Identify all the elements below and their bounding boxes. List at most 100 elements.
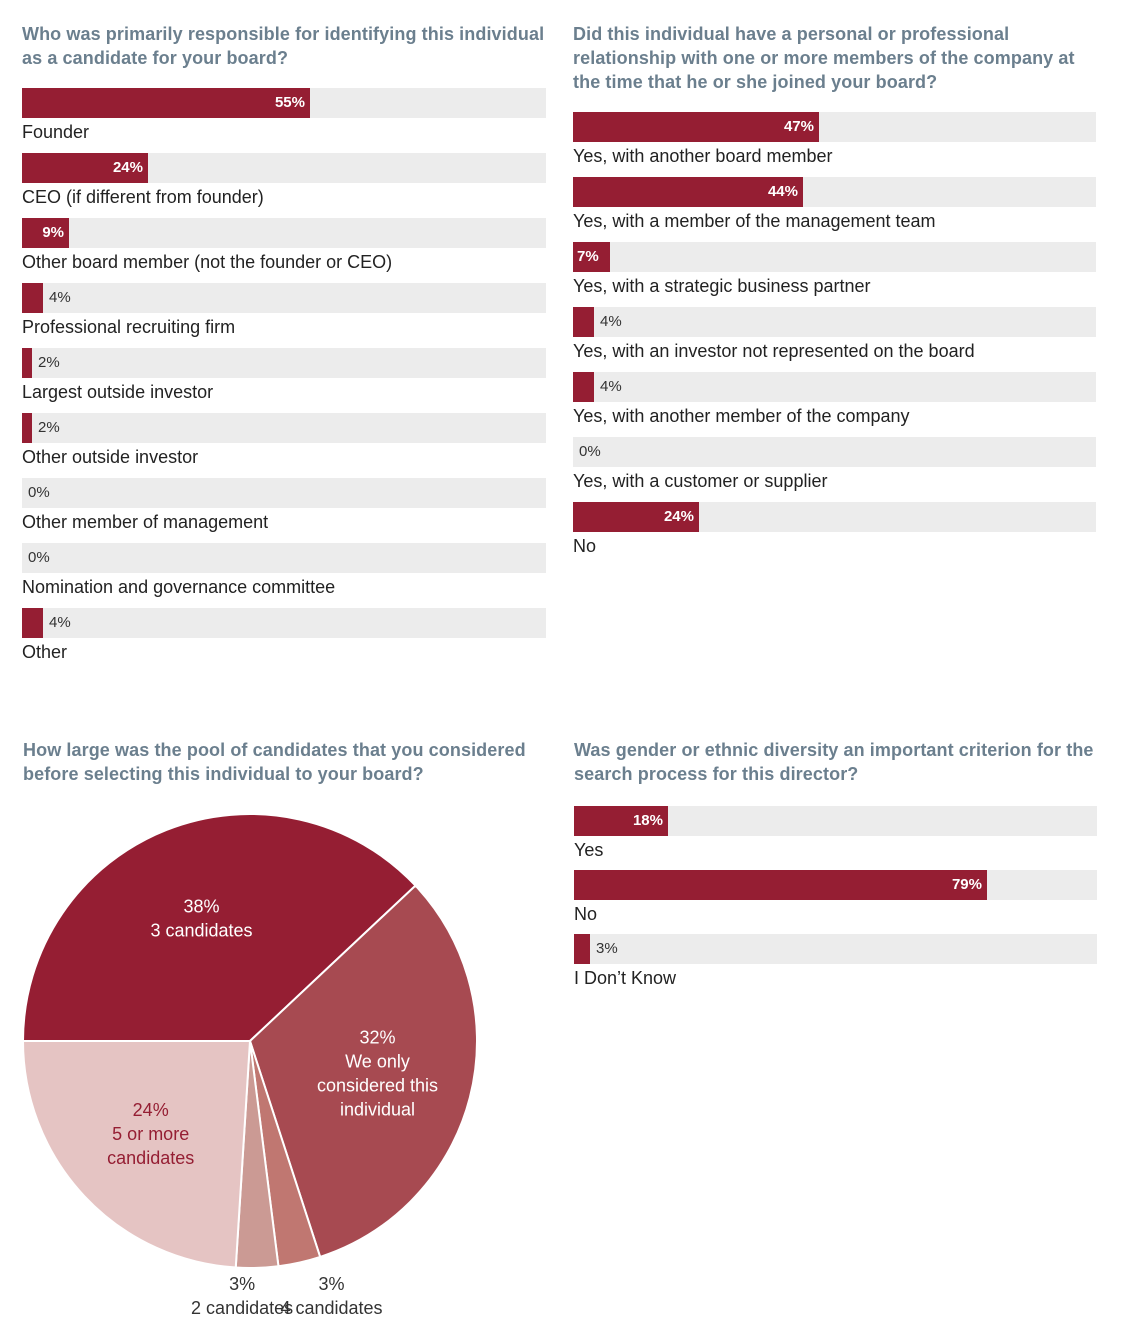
responsible-panel: Who was primarily responsible for identi… [22,22,546,678]
pool-pie-chart: 38% 3 candidates 32% We only considered this… [0,800,560,1334]
diversity-bar-row-i-don-t-know: 3% I Don’t Know [574,934,1097,999]
pie-category-label: candidates [107,1148,194,1168]
responsible-value-label: 2% [38,419,60,436]
responsible-bar-row-founder: 55% Founder [22,88,546,153]
relationship-bar-yes-with-another-member-of-the-company [573,372,594,402]
pool-panel: How large was the pool of candidates tha… [23,738,543,786]
relationship-bar-no [573,502,699,532]
relationship-value-label: 44% [767,183,798,200]
responsible-bar-ceo-if-different-from-founder [22,153,148,183]
relationship-value-label: 47% [783,118,814,135]
responsible-bar-other-outside-investor [22,413,32,443]
relationship-bar-yes-with-an-investor-not-represented-on-the-board [573,307,594,337]
relationship-bar-row-yes-with-a-member-of-the-management-team: 44% Yes, with a member of the management … [573,177,1096,242]
responsible-bar-row-professional-recruiting-firm: 4% Professional recruiting firm [22,283,546,348]
responsible-bar-row-ceo-if-different-from-founder: 24% CEO (if different from founder) [22,153,546,218]
relationship-bar-row-yes-with-another-member-of-the-company: 4% Yes, with another member of the compan… [573,372,1096,437]
pie-slice-3-candidates [21,812,417,1042]
responsible-value-label: 55% [274,94,305,111]
diversity-category-label: Yes [574,840,604,860]
diversity-value-label: 79% [951,876,982,893]
responsible-bar-largest-outside-investor [22,348,32,378]
relationship-value-label: 4% [600,378,622,395]
pie-slice-5-or-more-candidates [21,1040,252,1269]
relationship-category-label: Yes, with another board member [573,146,833,166]
pie-category-label: 2 candidates [191,1298,293,1318]
relationship-category-label: Yes, with another member of the company [573,406,910,426]
responsible-value-label: 9% [42,224,64,241]
pie-value-label: 3% [318,1274,344,1294]
relationship-bar-row-yes-with-an-investor-not-represented-on-the-board: 4% Yes, with an investor not represented … [573,307,1096,372]
responsible-category-label: Professional recruiting firm [22,317,236,337]
relationship-chart-title: Did this individual have a personal or p… [573,24,1075,92]
responsible-bar-row-other: 4% Other [22,608,546,673]
pie-category-label: 4 candidates [280,1298,382,1318]
diversity-bar-no [574,870,987,900]
relationship-bar-yes-with-a-member-of-the-management-team [573,177,803,207]
pie-category-label: considered this [317,1076,438,1096]
diversity-bar-chart: 18% Yes 79% No 3% I Don’t Know [574,806,1097,1006]
responsible-bar-track [22,283,546,313]
responsible-bar-track [22,413,546,443]
pie-value-label: 38% [183,897,219,917]
responsible-chart-title: Who was primarily responsible for identi… [22,24,545,68]
relationship-bar-chart: 47% Yes, with another board member 44% Yes,… [573,112,1096,572]
diversity-value-label: 3% [596,940,618,957]
responsible-bar-track [22,608,546,638]
diversity-bar-row-no: 79% No [574,870,1097,935]
responsible-bar-professional-recruiting-firm [22,283,43,313]
responsible-bar-founder [22,88,310,118]
responsible-category-label: Largest outside investor [22,382,214,402]
relationship-bar-track [573,242,1096,272]
relationship-value-label: 7% [577,248,599,265]
responsible-bar-row-other-outside-investor: 2% Other outside investor [22,413,546,478]
relationship-bar-row-yes-with-another-board-member: 47% Yes, with another board member [573,112,1096,177]
relationship-category-label: Yes, with a strategic business partner [573,276,871,296]
responsible-category-label: Founder [22,122,90,142]
pool-chart-title: How large was the pool of candidates tha… [23,740,526,784]
diversity-bar-i-don-t-know [574,934,590,964]
responsible-value-label: 0% [28,484,50,501]
pool-pie-svg: 38% 3 candidates 32% We only considered this… [21,812,478,1318]
responsible-value-label: 4% [49,614,71,631]
responsible-category-label: Other board member (not the founder or C… [22,252,393,272]
relationship-category-label: Yes, with an investor not represented on… [573,341,975,361]
responsible-bar-row-other-board-member-not-the-founder-or-ceo: 9% Other board member (not the founder or… [22,218,546,283]
responsible-category-label: Other member of management [22,512,269,532]
responsible-value-label: 0% [28,549,50,566]
responsible-bar-row-nomination-and-governance-committee: 0% Nomination and governance committee [22,543,546,608]
diversity-category-label: No [574,904,598,924]
relationship-bar-row-yes-with-a-strategic-business-partner: 7% Yes, with a strategic business partner [573,242,1096,307]
relationship-bar-track [573,437,1096,467]
pie-slice-we-only-considered-this-individual [248,884,478,1259]
diversity-panel: Was gender or ethnic diversity an import… [574,738,1097,1006]
responsible-bar-track [22,478,546,508]
responsible-category-label: Nomination and governance committee [22,577,336,597]
relationship-category-label: Yes, with a customer or supplier [573,471,828,491]
pie-value-label: 24% [133,1100,169,1120]
relationship-bar-yes-with-a-strategic-business-partner [573,242,610,272]
relationship-bar-row-no: 24% No [573,502,1096,567]
responsible-category-label: CEO (if different from founder) [22,187,264,207]
responsible-value-label: 4% [49,289,71,306]
relationship-value-label: 4% [600,313,622,330]
diversity-bar-row-yes: 18% Yes [574,806,1097,871]
pie-category-label: 5 or more [112,1124,189,1144]
responsible-bar-track [22,543,546,573]
responsible-bar-chart: 55% Founder 24% CEO (if different from foun… [22,88,546,678]
relationship-value-label: 24% [663,508,694,525]
relationship-bar-yes-with-another-board-member [573,112,819,142]
diversity-bar-yes [574,806,668,836]
relationship-category-label: No [573,536,597,556]
responsible-bar-other-board-member-not-the-founder-or-ceo [22,218,69,248]
responsible-category-label: Other outside investor [22,447,199,467]
responsible-value-label: 2% [38,354,60,371]
relationship-bar-row-yes-with-a-customer-or-supplier: 0% Yes, with a customer or supplier [573,437,1096,502]
diversity-category-label: I Don’t Know [574,968,677,988]
responsible-bar-row-other-member-of-management: 0% Other member of management [22,478,546,543]
pie-value-label: 32% [359,1028,395,1048]
pie-category-label: We only [345,1052,410,1072]
responsible-bar-track [22,218,546,248]
diversity-bar-track [574,934,1097,964]
relationship-panel: Did this individual have a personal or p… [573,22,1096,572]
